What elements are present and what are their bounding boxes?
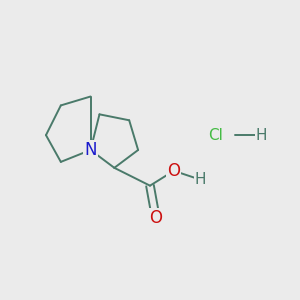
Text: Cl: Cl — [208, 128, 223, 142]
Text: H: H — [195, 172, 206, 187]
Text: O: O — [167, 162, 180, 180]
Text: N: N — [84, 141, 97, 159]
Text: O: O — [149, 209, 162, 227]
Text: H: H — [256, 128, 267, 142]
